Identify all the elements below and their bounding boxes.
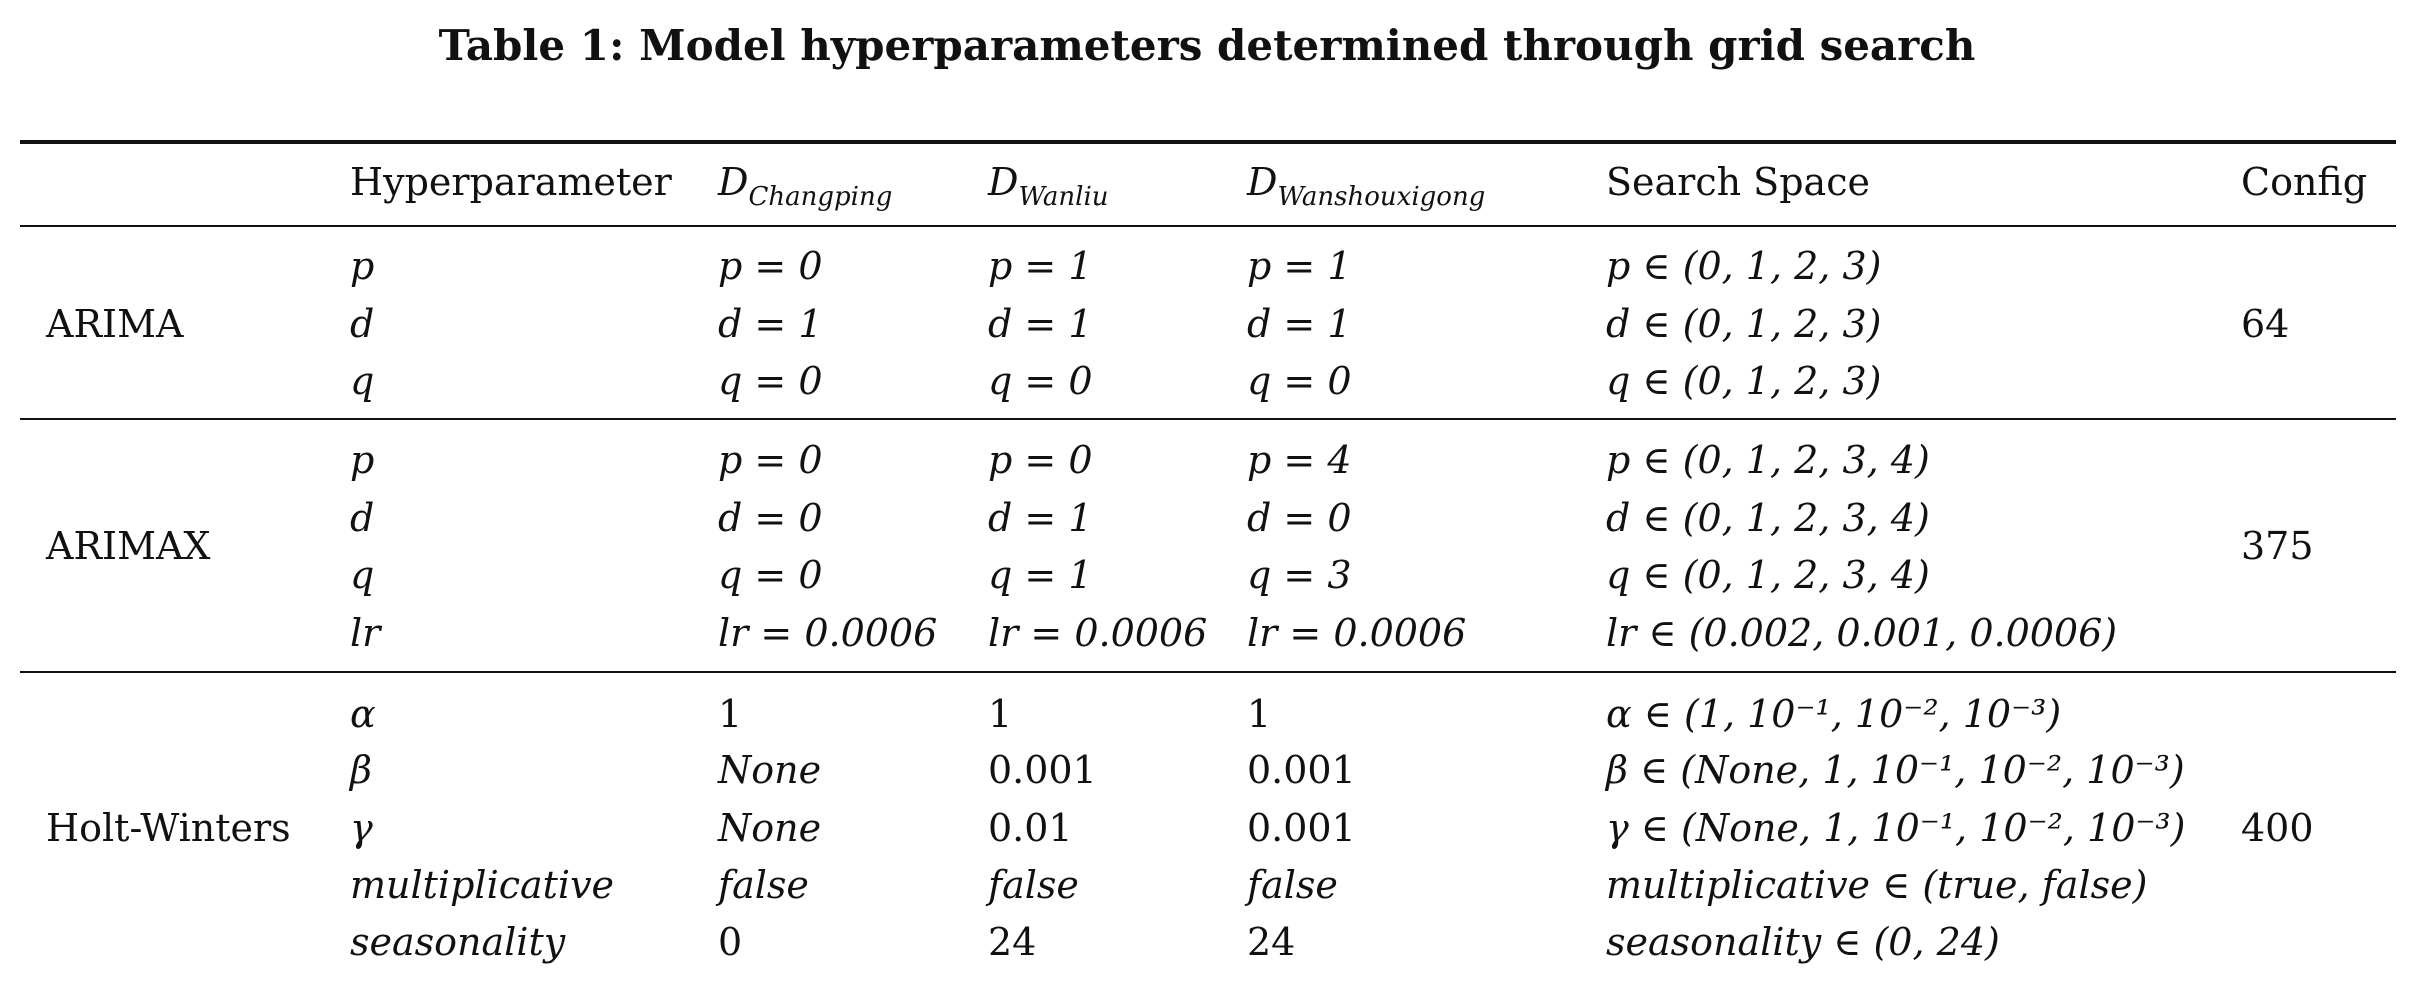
value-cell: p = 1 <box>1247 244 1352 288</box>
model-name-arimax: ARIMAX <box>46 524 211 568</box>
value-cell: lr = 0.0006 <box>988 611 1208 655</box>
param-cell: seasonality <box>350 920 566 964</box>
param-cell: α <box>350 692 376 736</box>
param-cell: q <box>350 359 375 403</box>
value-cell: d = 1 <box>988 496 1093 540</box>
value-cell: d = 1 <box>1247 302 1352 346</box>
value-cell: lr = 0.0006 <box>718 611 938 655</box>
value-cell: 24 <box>1247 920 1296 964</box>
value-cell: q = 0 <box>718 359 823 403</box>
search-space-cell: p ∈ (0, 1, 2, 3) <box>1606 244 1882 288</box>
model-name-arima: ARIMA <box>46 302 184 346</box>
search-space-cell: α ∈ (1, 10⁻¹, 10⁻², 10⁻³) <box>1606 692 2062 736</box>
value-cell: p = 0 <box>718 438 823 482</box>
search-space-cell: lr ∈ (0.002, 0.001, 0.0006) <box>1606 611 2118 655</box>
value-cell: false <box>1247 863 1338 907</box>
value-cell: false <box>988 863 1079 907</box>
value-cell: q = 0 <box>718 553 823 597</box>
search-space-cell: multiplicative ∈ (true, false) <box>1606 863 2148 907</box>
search-space-cell: d ∈ (0, 1, 2, 3, 4) <box>1606 496 1930 540</box>
value-cell: q = 1 <box>988 553 1093 597</box>
header-dataset-wanliu: DWanliu <box>988 160 1109 212</box>
value-cell: false <box>718 863 809 907</box>
value-cell: lr = 0.0006 <box>1247 611 1467 655</box>
header-hyperparameter: Hyperparameter <box>350 160 672 204</box>
value-cell: p = 0 <box>988 438 1093 482</box>
value-cell: d = 1 <box>988 302 1093 346</box>
param-cell: d <box>350 302 375 346</box>
group-divider <box>20 418 2396 420</box>
value-cell: p = 0 <box>718 244 823 288</box>
header-config: Config <box>2241 160 2368 204</box>
value-cell: q = 3 <box>1247 553 1352 597</box>
param-cell: β <box>350 748 372 792</box>
value-cell: 1 <box>1247 692 1272 736</box>
search-space-cell: β ∈ (None, 1, 10⁻¹, 10⁻², 10⁻³) <box>1606 748 2185 792</box>
value-cell: 1 <box>988 692 1013 736</box>
param-cell: p <box>350 438 375 482</box>
value-cell: None <box>718 748 822 792</box>
header-dataset-changping: DChangping <box>718 160 893 212</box>
value-cell: 0.01 <box>988 806 1073 850</box>
param-cell: multiplicative <box>350 863 615 907</box>
search-space-cell: q ∈ (0, 1, 2, 3) <box>1606 359 1882 403</box>
model-name-holt-winters: Holt-Winters <box>46 806 291 850</box>
value-cell: 0.001 <box>1247 806 1356 850</box>
table-caption: Table 1: Model hyperparameters determine… <box>438 21 1976 70</box>
value-cell: q = 0 <box>988 359 1093 403</box>
param-cell: d <box>350 496 375 540</box>
header-search-space: Search Space <box>1606 160 1870 204</box>
config-holt-winters: 400 <box>2241 806 2314 850</box>
config-arima: 64 <box>2241 302 2290 346</box>
search-space-cell: d ∈ (0, 1, 2, 3) <box>1606 302 1882 346</box>
top-rule <box>20 140 2396 144</box>
config-arimax: 375 <box>2241 524 2314 568</box>
value-cell: d = 1 <box>718 302 823 346</box>
value-cell: 1 <box>718 692 743 736</box>
value-cell: d = 0 <box>1247 496 1352 540</box>
value-cell: None <box>718 806 822 850</box>
value-cell: d = 0 <box>718 496 823 540</box>
search-space-cell: q ∈ (0, 1, 2, 3, 4) <box>1606 553 1930 597</box>
param-cell: γ <box>350 806 373 850</box>
value-cell: 0.001 <box>1247 748 1356 792</box>
search-space-cell: γ ∈ (None, 1, 10⁻¹, 10⁻², 10⁻³) <box>1606 806 2186 850</box>
value-cell: 24 <box>988 920 1037 964</box>
group-divider <box>20 225 2396 227</box>
value-cell: 0 <box>718 920 743 964</box>
param-cell: q <box>350 553 375 597</box>
group-divider <box>20 671 2396 673</box>
value-cell: 0.001 <box>988 748 1097 792</box>
param-cell: lr <box>350 611 381 655</box>
header-dataset-wanshouxigong: DWanshouxigong <box>1247 160 1486 212</box>
value-cell: p = 1 <box>988 244 1093 288</box>
value-cell: p = 4 <box>1247 438 1352 482</box>
search-space-cell: seasonality ∈ (0, 24) <box>1606 920 2000 964</box>
param-cell: p <box>350 244 375 288</box>
value-cell: q = 0 <box>1247 359 1352 403</box>
search-space-cell: p ∈ (0, 1, 2, 3, 4) <box>1606 438 1930 482</box>
